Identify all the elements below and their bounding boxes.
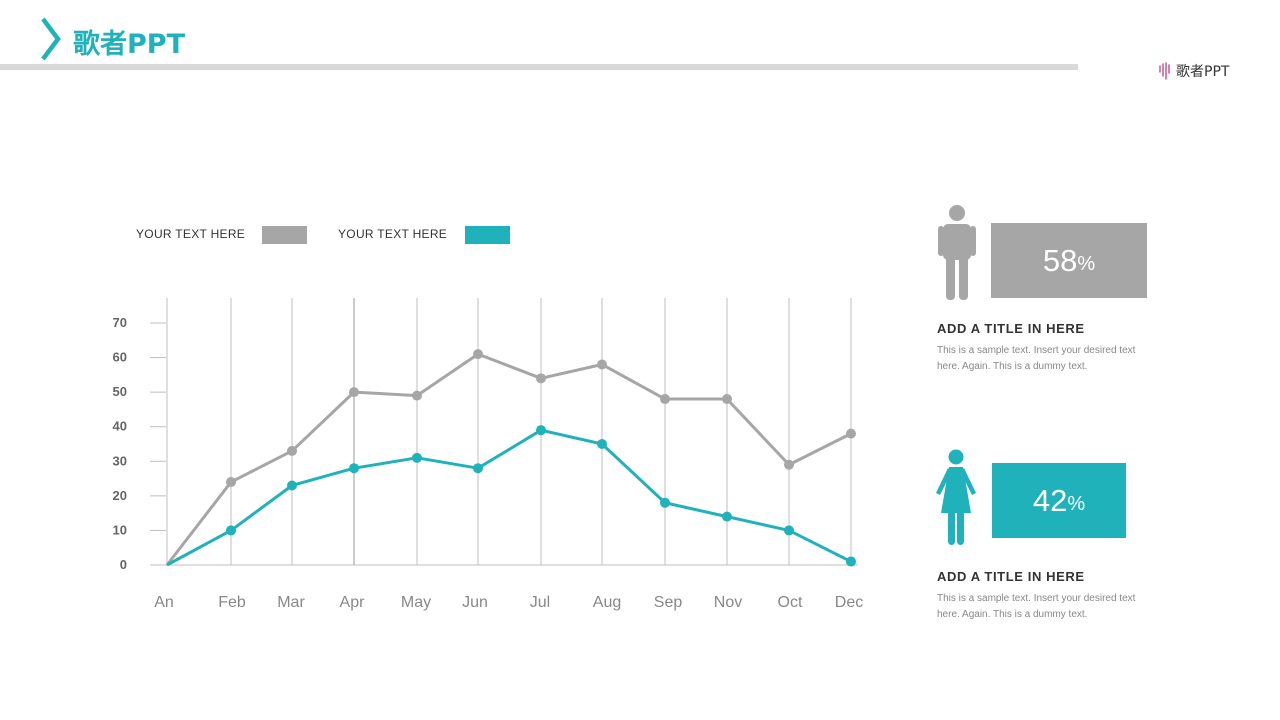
x-tick-label: Mar bbox=[277, 594, 305, 611]
x-tick-label: Jul bbox=[530, 594, 550, 611]
data-point bbox=[473, 463, 483, 474]
card-description: This is a sample text. Insert your desir… bbox=[937, 345, 1136, 372]
x-tick-label: Feb bbox=[218, 594, 246, 611]
brand-logo: 歌者PPT bbox=[1157, 61, 1229, 81]
x-tick-label: Aug bbox=[593, 594, 621, 611]
percent-box-male: 58% bbox=[991, 223, 1147, 298]
y-tick-label: 60 bbox=[113, 350, 127, 365]
legend-swatch-2 bbox=[465, 226, 510, 244]
line-chart: 0 10 20 30 40 50 60 70 An Feb Mar Apr May Jun Jul Aug Se… bbox=[113, 298, 864, 611]
data-point bbox=[412, 390, 422, 401]
series-line-1 bbox=[165, 352, 852, 566]
microphone-icon bbox=[1159, 62, 1170, 80]
x-tick-label: May bbox=[401, 594, 431, 611]
data-point bbox=[597, 359, 607, 370]
male-figure-icon bbox=[938, 205, 976, 300]
data-point bbox=[349, 463, 359, 474]
y-tick-label: 20 bbox=[113, 488, 127, 503]
data-point bbox=[287, 480, 297, 491]
data-point bbox=[722, 511, 732, 522]
header-divider bbox=[0, 64, 1078, 70]
x-tick-label: Apr bbox=[340, 594, 366, 611]
page-title: 歌者PPT bbox=[73, 29, 185, 60]
y-tick-label: 30 bbox=[113, 453, 127, 468]
card-description: This is a sample text. Insert your desir… bbox=[937, 593, 1136, 620]
data-point bbox=[226, 525, 236, 536]
data-point bbox=[846, 556, 856, 567]
female-figure-icon bbox=[936, 449, 976, 545]
chart-axes bbox=[150, 322, 858, 566]
data-point bbox=[784, 459, 794, 470]
y-tick-label: 40 bbox=[113, 419, 127, 434]
data-point bbox=[412, 452, 422, 463]
chart-grid bbox=[166, 298, 852, 565]
data-point bbox=[287, 445, 297, 456]
legend-swatch-1 bbox=[262, 226, 307, 244]
data-point bbox=[784, 525, 794, 536]
brand-name: 歌者PPT bbox=[1176, 64, 1230, 80]
percent-value: 42 bbox=[1032, 482, 1068, 518]
x-tick-label: Oct bbox=[778, 594, 803, 611]
data-point bbox=[660, 497, 670, 508]
legend-label-1: YOUR TEXT HERE bbox=[136, 227, 246, 241]
data-point bbox=[349, 387, 359, 398]
y-tick-label: 0 bbox=[120, 557, 127, 572]
y-tick-label: 10 bbox=[113, 522, 127, 537]
card-title: ADD A TITLE IN HERE bbox=[937, 569, 1085, 584]
chevron-right-icon bbox=[41, 17, 61, 61]
x-tick-label: An bbox=[154, 594, 174, 611]
percent-sign: % bbox=[1067, 493, 1086, 515]
x-tick-label: Nov bbox=[714, 594, 742, 611]
chart-labels: 0 10 20 30 40 50 60 70 An Feb Mar Apr May Jun Jul Aug Se… bbox=[113, 315, 864, 611]
chart-series bbox=[165, 349, 856, 567]
x-tick-label: Jun bbox=[462, 594, 488, 611]
x-tick-label: Sep bbox=[654, 594, 683, 611]
x-tick-label: Dec bbox=[835, 594, 863, 611]
data-point bbox=[536, 425, 546, 436]
data-point bbox=[722, 394, 732, 405]
series-line-2 bbox=[166, 428, 852, 567]
data-point bbox=[846, 428, 856, 439]
percent-box-female: 42% bbox=[992, 463, 1126, 538]
data-point bbox=[473, 349, 483, 360]
card-title: ADD A TITLE IN HERE bbox=[937, 321, 1085, 336]
y-tick-label: 70 bbox=[113, 315, 127, 330]
data-point bbox=[536, 373, 546, 384]
y-tick-label: 50 bbox=[113, 384, 127, 399]
data-point bbox=[226, 477, 236, 488]
data-point bbox=[660, 394, 670, 405]
percent-sign: % bbox=[1077, 253, 1096, 275]
legend-label-2: YOUR TEXT HERE bbox=[338, 227, 448, 241]
data-point bbox=[597, 439, 607, 449]
percent-value: 58 bbox=[1042, 242, 1078, 278]
